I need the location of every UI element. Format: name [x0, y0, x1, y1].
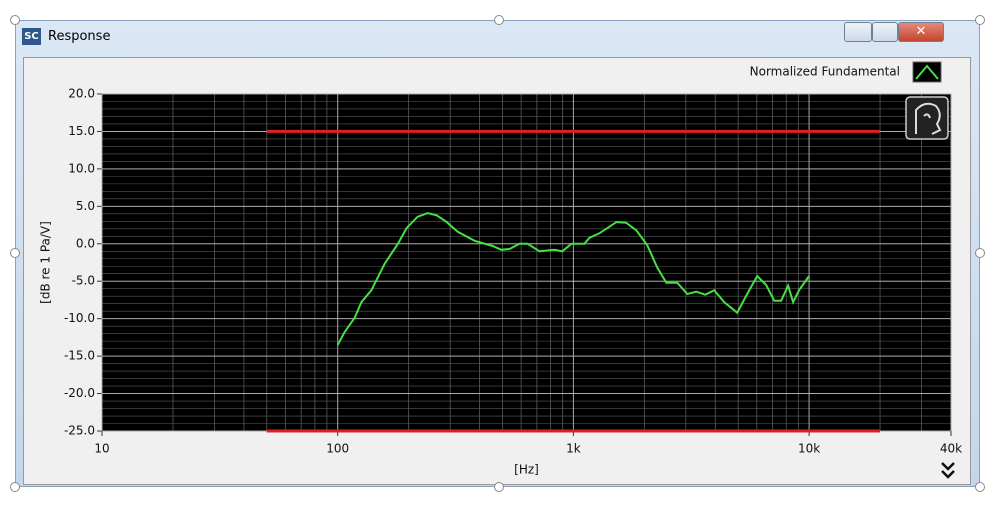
y-tick-label: 0.0 — [76, 236, 95, 250]
x-axis-label: [Hz] — [514, 463, 539, 477]
plot-area — [102, 94, 951, 431]
y-tick-label: -20.0 — [64, 386, 95, 400]
resize-handle[interactable] — [975, 482, 985, 492]
y-tick-label: 10.0 — [68, 161, 95, 175]
minimize-button[interactable] — [844, 22, 872, 42]
resize-handle[interactable] — [10, 15, 20, 25]
x-tick-label: 10k — [798, 442, 820, 456]
resize-handle[interactable] — [494, 482, 504, 492]
resize-handle[interactable] — [10, 482, 20, 492]
y-tick-label: 20.0 — [68, 87, 95, 101]
series-line — [336, 212, 810, 346]
y-tick-label: -25.0 — [64, 424, 95, 438]
y-tick-label: -10.0 — [64, 311, 95, 325]
x-tick-label: 100 — [326, 442, 349, 456]
resize-handle[interactable] — [975, 248, 985, 258]
expand-chevron — [941, 462, 955, 479]
resize-handle[interactable] — [494, 15, 504, 25]
y-tick-label: -5.0 — [72, 274, 95, 288]
x-tick-label: 10 — [94, 442, 109, 456]
app-icon: SC — [22, 28, 41, 45]
resize-handle[interactable] — [975, 15, 985, 25]
legend-swatch-line — [915, 64, 939, 80]
x-tick-label: 1k — [566, 442, 581, 456]
window-title: Response — [48, 29, 111, 44]
resize-handle[interactable] — [10, 248, 20, 258]
maximize-button[interactable] — [872, 22, 898, 42]
legend-label: Normalized Fundamental — [750, 65, 900, 79]
view-icon-glyph — [915, 102, 942, 135]
close-button[interactable]: ✕ — [898, 22, 944, 42]
y-tick-label: 15.0 — [68, 124, 95, 138]
y-tick-label: 5.0 — [76, 199, 95, 213]
y-axis-label: [dB re 1 Pa/V] — [39, 221, 53, 304]
x-tick-label: 40k — [940, 442, 962, 456]
y-tick-label: -15.0 — [64, 349, 95, 363]
legend-swatch — [912, 61, 942, 83]
